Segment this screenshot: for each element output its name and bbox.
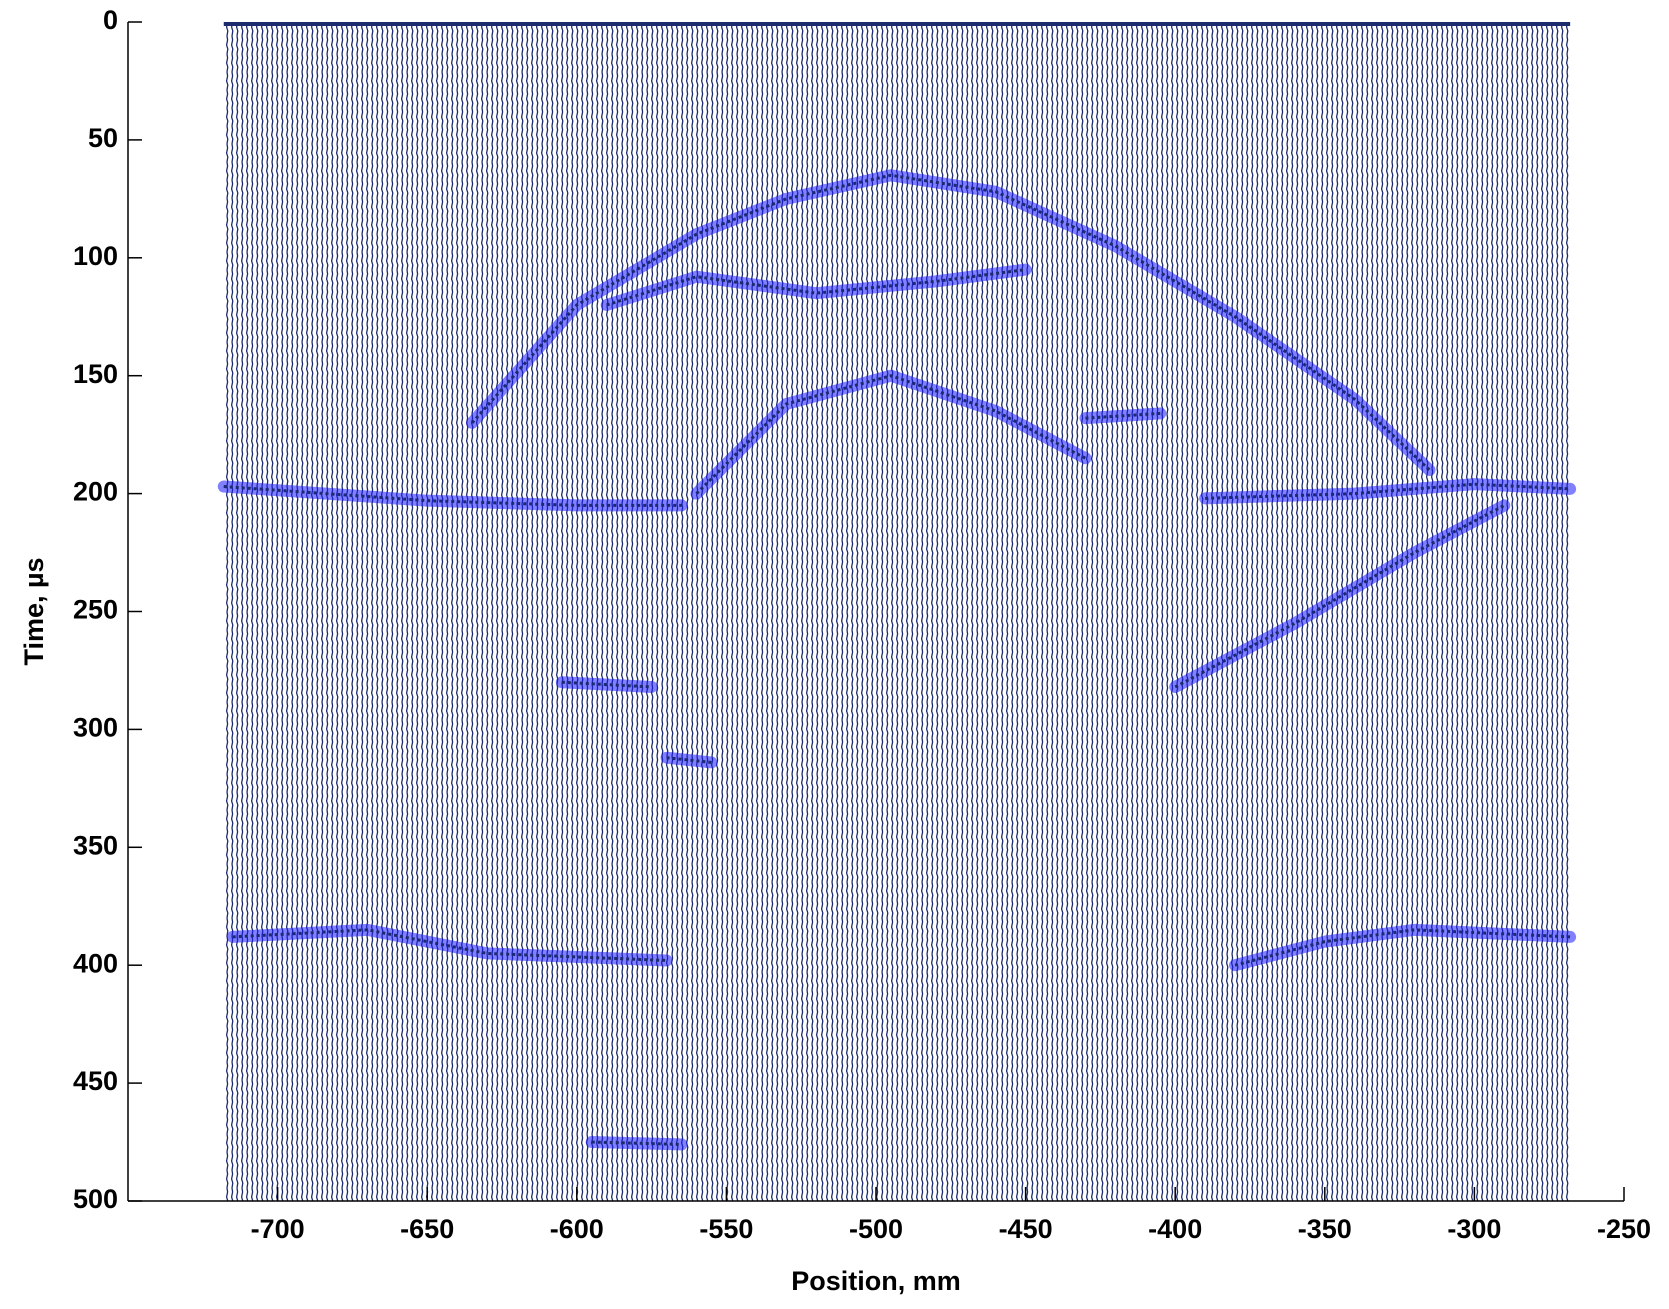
y-tick-label: 150	[73, 359, 118, 389]
x-tick-label: -400	[1148, 1214, 1202, 1244]
y-tick-label: 50	[88, 123, 118, 153]
reflector-core	[591, 1140, 682, 1146]
y-tick-label: 400	[73, 948, 118, 978]
reflector-core	[561, 680, 652, 689]
reflector-core	[470, 173, 1431, 472]
x-tick-label: -350	[1298, 1214, 1352, 1244]
x-axis-label: Position, mm	[791, 1266, 961, 1296]
y-tick-label: 450	[73, 1066, 118, 1096]
reflector-core	[1234, 928, 1571, 967]
x-tick-label: -250	[1597, 1214, 1651, 1244]
y-tick-label: 300	[73, 713, 118, 743]
reflector-core	[1205, 482, 1571, 500]
plot-area	[217, 22, 1577, 1201]
x-tick-label: -600	[550, 1214, 604, 1244]
reflector-core	[1174, 504, 1506, 689]
x-tick-label: -550	[699, 1214, 753, 1244]
y-tick-label: 0	[103, 5, 118, 35]
y-axis-label: Time, µs	[19, 557, 49, 665]
reflector-core	[223, 485, 682, 507]
y-tick-label: 500	[73, 1184, 118, 1214]
reflector-core	[606, 268, 1026, 307]
y-tick-label: 350	[73, 830, 118, 860]
reflector-core	[1085, 411, 1161, 420]
y-tick-label: 250	[73, 595, 118, 625]
reflector-core	[666, 756, 712, 764]
trace-field	[223, 22, 1571, 1201]
x-tick-label: -500	[849, 1214, 903, 1244]
reflector-core	[232, 928, 667, 962]
y-tick-label: 100	[73, 241, 118, 271]
reflector-core	[695, 374, 1087, 495]
x-tick-label: -650	[400, 1214, 454, 1244]
x-tick-label: -700	[251, 1214, 305, 1244]
y-tick-label: 200	[73, 477, 118, 507]
x-tick-label: -450	[999, 1214, 1053, 1244]
x-tick-label: -300	[1447, 1214, 1501, 1244]
